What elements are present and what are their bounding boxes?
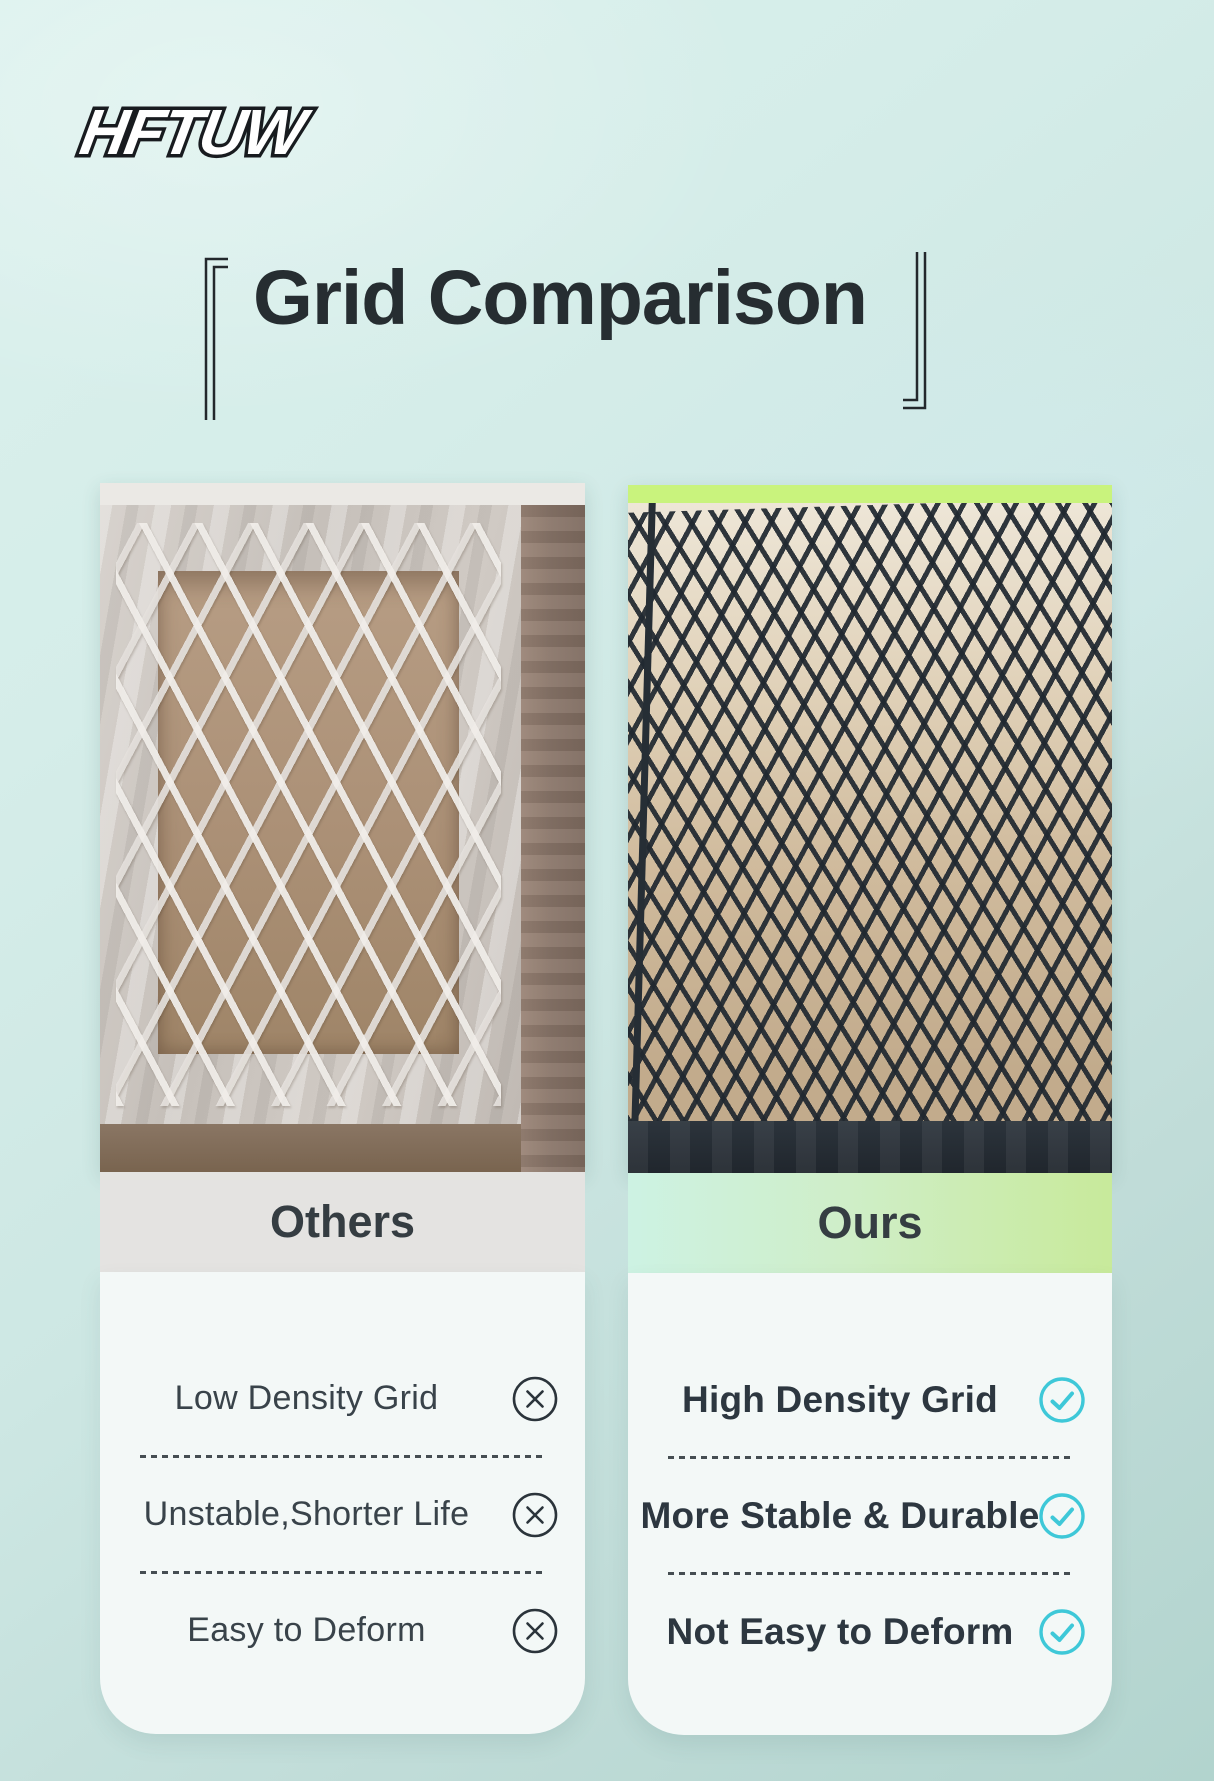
brand-logo: HFTUW [72, 93, 320, 171]
others-list-panel: Low Density Grid Unstable,Shorter Life E… [100, 1272, 585, 1734]
dashed-divider [140, 1455, 545, 1458]
list-item: Unstable,Shorter Life [100, 1458, 585, 1571]
brand-logo-text: HFTUW [75, 96, 316, 167]
ours-photo-fine-mesh [628, 497, 1112, 1156]
check-circle-icon [1039, 1492, 1085, 1539]
ours-photo [628, 485, 1112, 1173]
cross-circle-icon [512, 1492, 558, 1537]
others-photo-coarse-mesh [116, 523, 501, 1106]
dashed-divider [668, 1572, 1072, 1575]
others-label: Others [269, 1196, 416, 1247]
others-label-bar: Others [100, 1172, 585, 1272]
dashed-divider [140, 1571, 545, 1574]
list-item: More Stable & Durable [628, 1459, 1112, 1572]
bracket-left-decoration [204, 257, 228, 420]
list-item-label: High Density Grid [682, 1378, 998, 1420]
cross-circle-icon [512, 1376, 558, 1421]
list-item-label: Low Density Grid [174, 1379, 439, 1417]
cross-circle-icon [512, 1608, 558, 1653]
others-photo [100, 483, 585, 1172]
ours-photo-frame-bottom [628, 1121, 1112, 1173]
ours-photo-highlight-strip [628, 485, 1112, 503]
others-column: Others Low Density Grid Unstable,Shorter… [100, 483, 585, 1734]
list-item-label: Easy to Deform [187, 1611, 426, 1649]
others-photo-frame-top [100, 483, 585, 505]
list-item: Low Density Grid [100, 1342, 585, 1455]
list-item-label: Not Easy to Deform [666, 1610, 1014, 1652]
ours-list-panel: High Density Grid More Stable & Durable … [628, 1273, 1112, 1735]
bracket-right-decoration [903, 252, 927, 410]
list-item: High Density Grid [628, 1343, 1112, 1456]
ours-label: Ours [817, 1197, 923, 1248]
page-title: Grid Comparison [253, 255, 868, 341]
check-circle-icon [1039, 1608, 1085, 1655]
others-photo-wood-bottom [100, 1124, 521, 1172]
dashed-divider [668, 1456, 1072, 1459]
list-item: Easy to Deform [100, 1574, 585, 1687]
ours-label-bar: Ours [628, 1173, 1112, 1273]
list-item-label: More Stable & Durable [640, 1494, 1040, 1536]
check-circle-icon [1039, 1376, 1085, 1423]
list-item-label: Unstable,Shorter Life [143, 1495, 470, 1533]
others-photo-wood-plank [521, 505, 585, 1172]
list-item: Not Easy to Deform [628, 1575, 1112, 1688]
ours-column: Ours High Density Grid More Stable & Dur… [628, 485, 1112, 1735]
